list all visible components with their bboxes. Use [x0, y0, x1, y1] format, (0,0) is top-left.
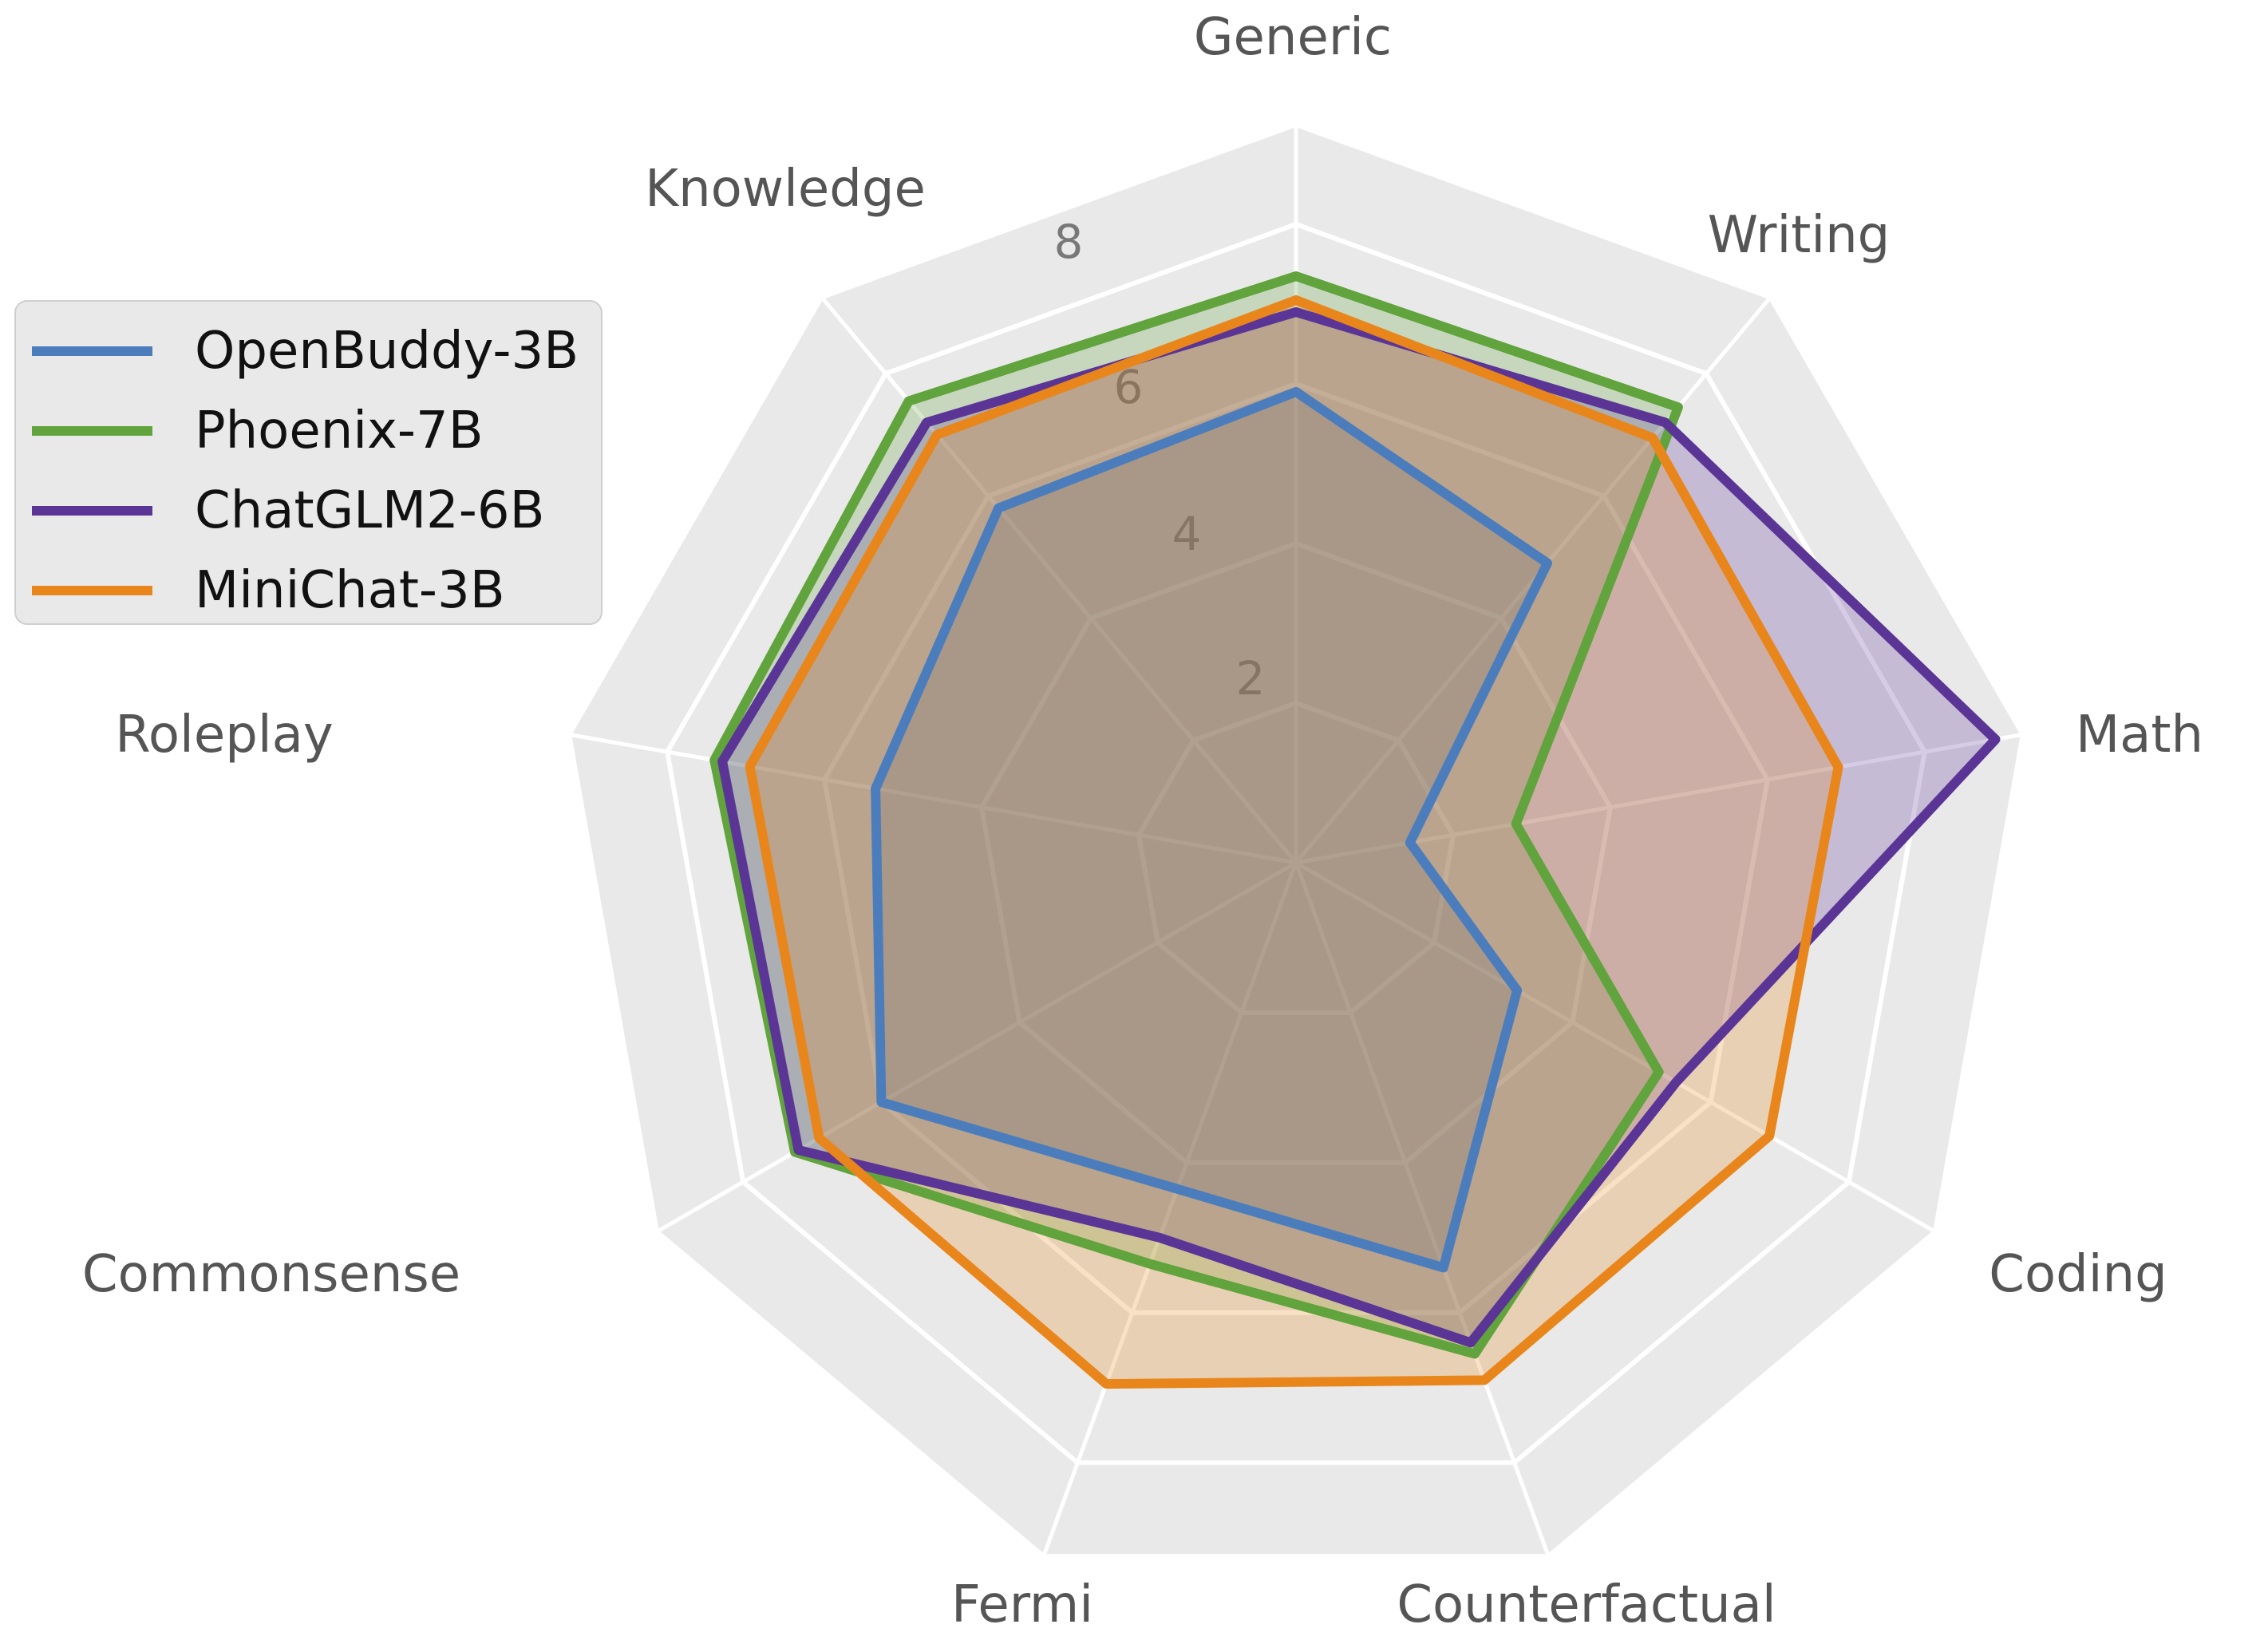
axis-spoke-writing: [1294, 294, 1773, 864]
axis-label-roleplay: Roleplay: [115, 705, 333, 765]
axis-label-knowledge: Knowledge: [645, 160, 926, 219]
axis-label-math: Math: [2076, 705, 2203, 765]
series-fill-chatglm2-6b: [722, 312, 1996, 1343]
legend-label-openbuddy-3b: OpenBuddy-3B: [195, 322, 579, 381]
legend-box: [14, 300, 603, 625]
tick-label-4: 4: [1172, 507, 1202, 561]
series-fill-phoenix-7b: [714, 276, 1678, 1354]
axis-spoke-fermi: [1041, 862, 1298, 1559]
axis-label-commonsense: Commonsense: [82, 1245, 460, 1304]
series-outline-chatglm2-6b: [717, 307, 2001, 1348]
axis-label-writing: Writing: [1708, 206, 1891, 265]
axis-spoke-coding: [1294, 860, 1938, 1235]
grid-ring-6: [821, 381, 1771, 1315]
tick-label-2: 2: [1236, 651, 1266, 705]
series-outline-phoenix-7b: [709, 271, 1683, 1359]
plot-rim: [565, 121, 2027, 1561]
series-outline-openbuddy-3b: [871, 387, 1552, 1273]
axis-spoke-math: [1295, 732, 2025, 865]
axis-label-fermi: Fermi: [951, 1575, 1093, 1634]
axis-spoke-commonsense: [654, 860, 1298, 1235]
axis-label-generic: Generic: [1194, 8, 1392, 67]
tick-label-8: 8: [1054, 215, 1084, 269]
axis-spoke-counterfactual: [1294, 862, 1551, 1559]
grid-ring-2: [1136, 700, 1456, 1015]
legend-label-minichat-3b: MiniChat-3B: [195, 561, 505, 620]
legend-label-chatglm2-6b: ChatGLM2-6B: [195, 481, 544, 540]
series-outline-minichat-3b: [745, 295, 1843, 1389]
series-fill-openbuddy-3b: [875, 392, 1547, 1268]
axis-label-coding: Coding: [1989, 1245, 2167, 1304]
axis-spoke-knowledge: [819, 294, 1298, 864]
legend-label-phoenix-7b: Phoenix-7B: [195, 401, 484, 460]
series-fill-minichat-3b: [749, 300, 1839, 1385]
axis-label-counterfactual: Counterfactual: [1397, 1575, 1776, 1634]
axis-spoke-roleplay: [567, 732, 1297, 865]
